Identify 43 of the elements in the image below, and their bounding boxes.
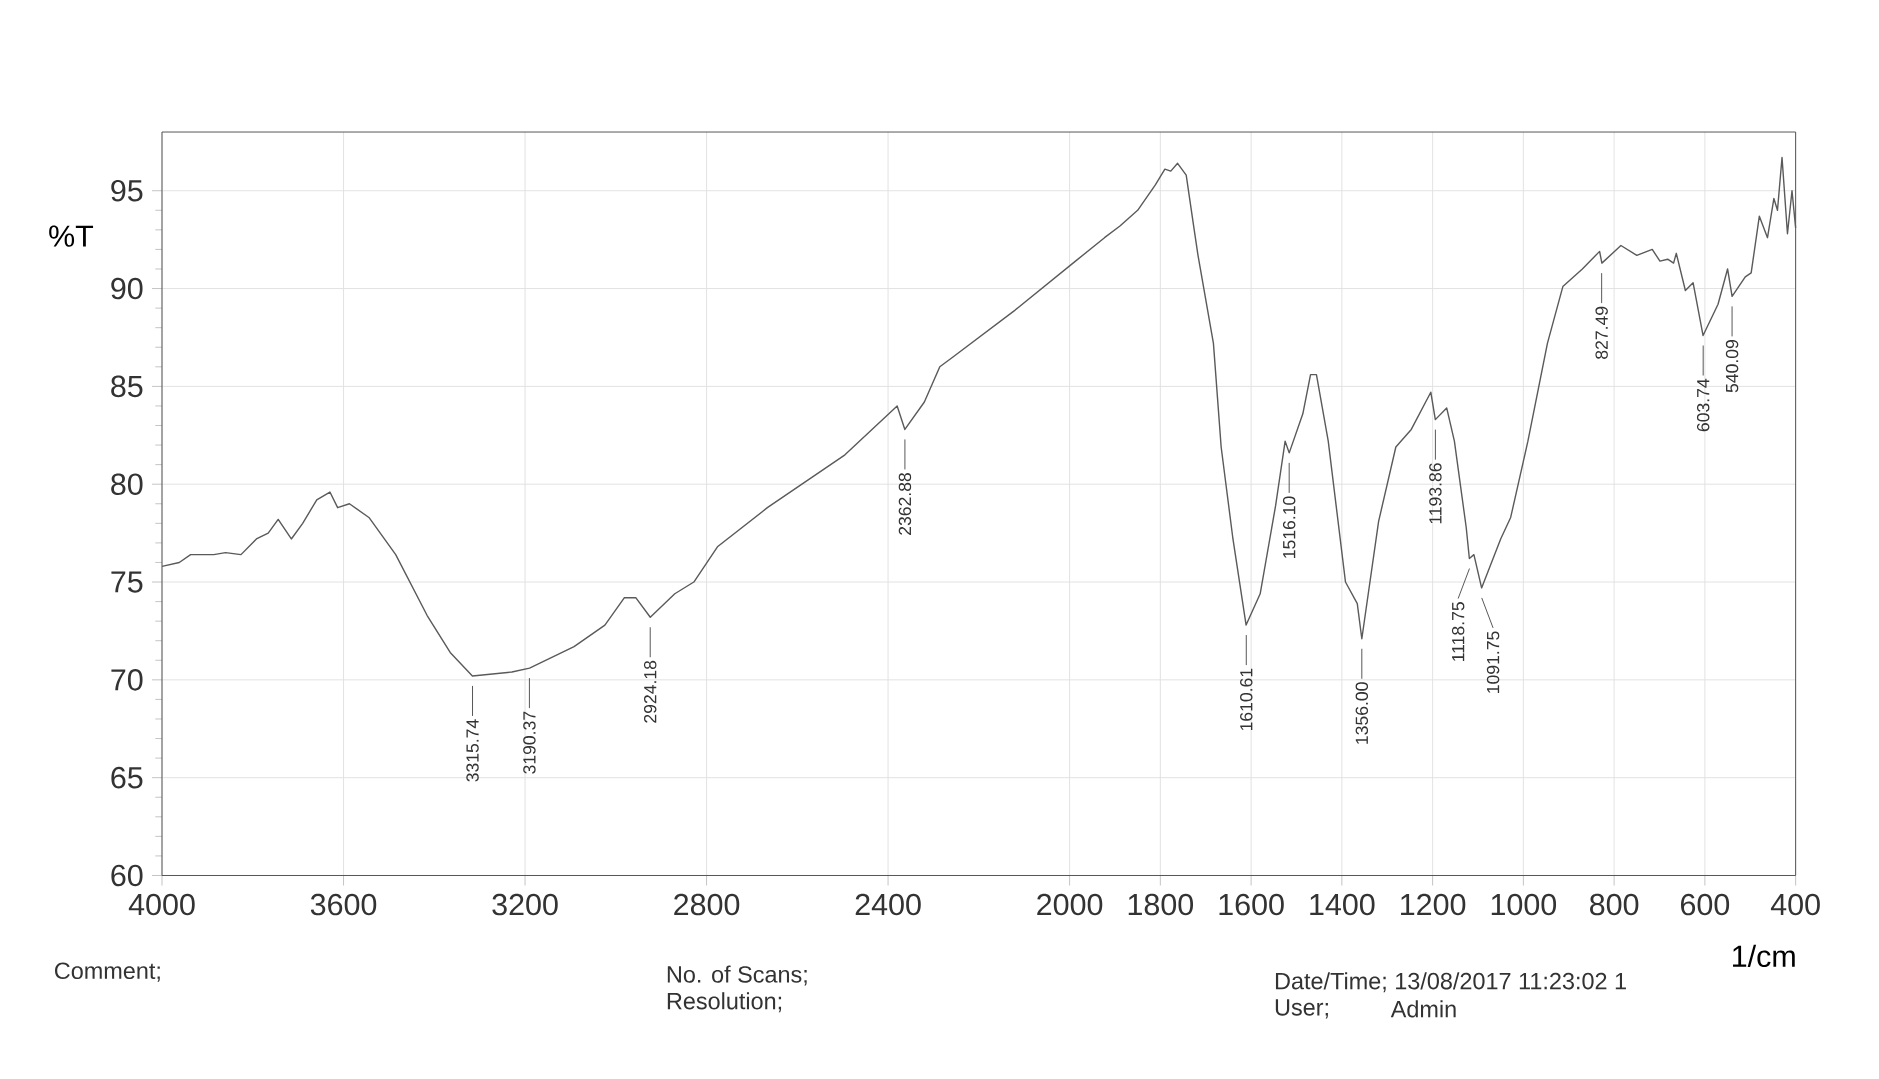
x-tick-label: 600 — [1681, 893, 1730, 916]
y-tick-label: 80 — [111, 473, 143, 496]
text: Comment; — [55, 962, 160, 982]
annotation: 1091.75 — [1486, 631, 1500, 693]
y-tick-label: 85 — [111, 375, 143, 398]
text: User; — [1275, 999, 1328, 1019]
y-axis-title: %T — [49, 225, 94, 247]
annotation: 1118.75 — [1451, 602, 1465, 662]
y-tick-label: 70 — [111, 669, 143, 691]
annotation: 1356.00 — [1355, 682, 1369, 744]
annotation: 827.49 — [1595, 306, 1608, 359]
x-tick-label: 400 — [1770, 893, 1820, 916]
annotation: 2362.88 — [898, 473, 912, 535]
x-tick-label: 1600 — [1219, 893, 1284, 916]
x-tick-label: 1200 — [1401, 893, 1466, 916]
x-tick-label: 4000 — [128, 893, 195, 916]
x-tick-label: 3200 — [492, 893, 558, 916]
x-tick-label: 2000 — [1037, 893, 1103, 916]
x-tick-label: 800 — [1590, 893, 1639, 916]
annotation: 603.74 — [1696, 378, 1710, 432]
x-tick-label: 2800 — [674, 893, 740, 916]
annotation: 1193.86 — [1429, 463, 1442, 524]
annotation: 3315.74 — [466, 719, 479, 782]
x-axis-title: 1/cm — [1733, 944, 1795, 968]
annotation: 1610.61 — [1240, 668, 1253, 731]
x-tick-label: 1000 — [1491, 893, 1557, 916]
annotation: 3190.37 — [523, 711, 536, 774]
y-tick-label: 90 — [111, 277, 143, 300]
annotation: 540.09 — [1725, 340, 1739, 393]
y-tick-label: 75 — [111, 571, 143, 593]
x-tick-label: 3600 — [310, 893, 377, 916]
text: No. of Scans; — [667, 965, 807, 986]
x-tick-label: 2400 — [855, 893, 921, 916]
annotation: 2924.18 — [643, 660, 657, 723]
y-tick-label: 95 — [111, 179, 143, 202]
text: Admin — [1390, 1000, 1456, 1018]
annotation: 1516.10 — [1282, 496, 1296, 558]
text: Resolution; — [667, 992, 782, 1013]
text: Date/Time; 13/08/2017 11:23:02 1 — [1275, 972, 1626, 993]
x-tick-label: 1800 — [1128, 893, 1194, 916]
y-tick-label: 60 — [111, 864, 143, 887]
y-tick-label: 65 — [111, 766, 143, 789]
x-tick-label: 1400 — [1310, 893, 1375, 916]
